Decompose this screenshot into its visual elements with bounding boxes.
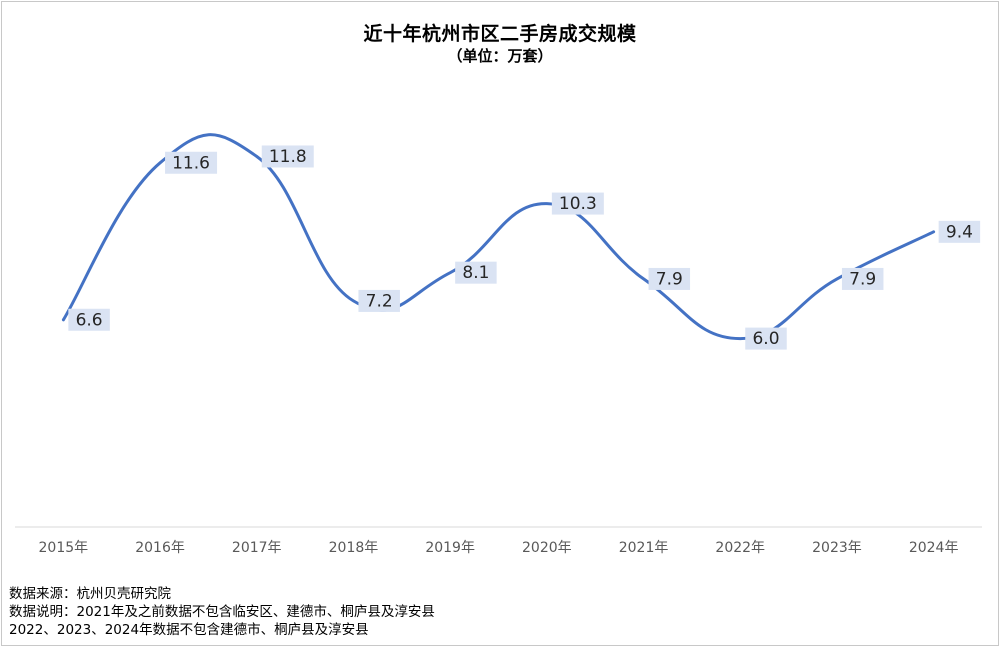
data-label-box — [745, 327, 787, 350]
data-label: 11.8 — [261, 145, 314, 168]
data-label-box — [841, 267, 884, 290]
data-label-box — [455, 261, 497, 284]
data-label-text: 10.3 — [559, 194, 597, 214]
data-label-box — [261, 145, 314, 168]
data-label: 7.2 — [358, 289, 400, 312]
x-tick-label: 2016年 — [135, 540, 185, 556]
data-label-box — [68, 308, 110, 331]
x-tick-labels: 2015年 2016年 2017年 2018年 2019年 2020年 2021年 2022年… — [39, 540, 959, 556]
x-tick-label: 2020年 — [522, 540, 572, 556]
data-label-box — [938, 220, 981, 243]
data-label: 9.4 — [938, 220, 981, 243]
data-label: 8.1 — [455, 261, 497, 284]
data-label-box — [165, 151, 218, 174]
data-label: 10.3 — [551, 192, 604, 215]
chart-subtitle: （单位：万套） — [447, 47, 553, 65]
data-labels: 6.6 11.6 11.8 7.2 8.1 10.3 7.9 6.0 7.9 9.4 — [68, 145, 981, 350]
data-label-text: 7.9 — [849, 269, 876, 289]
data-label-text: 6.6 — [76, 310, 103, 330]
data-label-text: 7.2 — [366, 291, 393, 311]
data-source-note: 数据来源：杭州贝壳研究院 — [9, 586, 171, 602]
data-label-text: 6.0 — [752, 329, 779, 349]
chart-title: 近十年杭州市区二手房成交规模 — [363, 23, 637, 45]
footer-notes: 数据来源：杭州贝壳研究院 数据说明：2021年及之前数据不包含临安区、建德市、桐… — [9, 585, 435, 639]
x-tick-label: 2017年 — [232, 540, 282, 556]
data-label: 7.9 — [648, 267, 691, 290]
x-tick-label: 2024年 — [909, 540, 959, 556]
x-tick-label: 2023年 — [812, 540, 862, 556]
data-label-text: 7.9 — [656, 269, 683, 289]
data-label-text: 11.8 — [269, 147, 307, 167]
data-label: 7.9 — [841, 267, 884, 290]
series-line — [61, 133, 936, 341]
data-label-text: 8.1 — [462, 263, 489, 283]
data-label-text: 11.6 — [172, 153, 210, 173]
data-label: 11.6 — [165, 151, 218, 174]
x-tick-label: 2019年 — [425, 540, 475, 556]
x-tick-label: 2015年 — [39, 540, 89, 556]
data-label-text: 9.4 — [946, 222, 973, 242]
data-label: 6.6 — [68, 308, 110, 331]
data-label: 6.0 — [745, 327, 787, 350]
x-tick-label: 2022年 — [715, 540, 765, 556]
data-label-box — [551, 192, 604, 215]
data-label-box — [648, 267, 691, 290]
data-scope-note: 2022、2023、2024年数据不包含建德市、桐庐县及淳安县 — [9, 622, 369, 638]
x-tick-label: 2018年 — [329, 540, 379, 556]
data-description-note: 数据说明：2021年及之前数据不包含临安区、建德市、桐庐县及淳安县 — [9, 604, 435, 620]
data-label-box — [358, 289, 400, 312]
x-tick-label: 2021年 — [619, 540, 669, 556]
